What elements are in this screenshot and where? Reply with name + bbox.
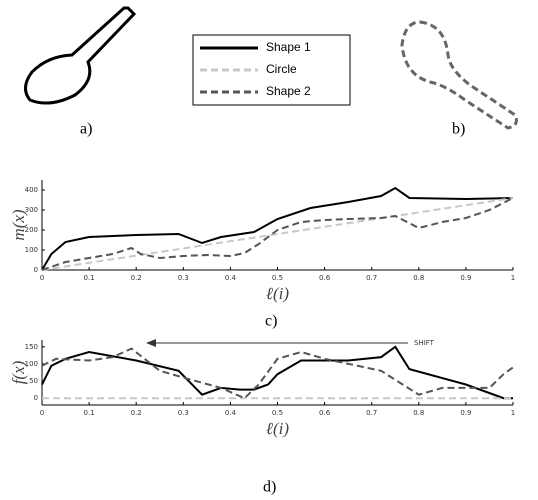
shape-b	[400, 20, 518, 130]
series-line	[41, 197, 514, 271]
x-tick-label: 0.4	[225, 274, 237, 282]
legend-label: Circle	[266, 62, 297, 76]
x-tick-label: 0.1	[84, 409, 95, 417]
panel-label: d)	[263, 479, 276, 496]
x-tick-label: 0.2	[131, 274, 142, 282]
y-tick-label: 400	[25, 186, 38, 194]
x-axis-label: ℓ(i)	[266, 419, 289, 438]
x-tick-label: 0.8	[413, 274, 424, 282]
y-tick-label: 0	[34, 394, 38, 402]
legend-label: Shape 2	[266, 84, 311, 98]
y-axis-label: m(x)	[9, 209, 28, 240]
series-line	[41, 197, 514, 271]
x-tick-label: 0.5	[272, 274, 283, 282]
y-axis-label: f(x)	[9, 360, 28, 384]
y-tick-label: 0	[34, 266, 38, 274]
series-line	[41, 347, 514, 400]
x-tick-label: 0.3	[178, 274, 189, 282]
x-tick-label: 1	[511, 409, 515, 417]
x-tick-label: 1	[511, 274, 515, 282]
panel-label: c)	[265, 313, 277, 330]
panel-label: a)	[80, 121, 92, 138]
x-tick-label: 0.2	[131, 409, 142, 417]
x-tick-label: 0.9	[460, 274, 471, 282]
x-tick-label: 0.5	[272, 409, 283, 417]
x-tick-label: 0.6	[319, 409, 331, 417]
shape-a	[24, 6, 137, 105]
x-tick-label: 0.9	[460, 409, 471, 417]
legend-label: Shape 1	[266, 40, 311, 54]
x-tick-label: 0.3	[178, 409, 189, 417]
x-tick-label: 0.8	[413, 409, 424, 417]
y-tick-label: 150	[25, 343, 38, 351]
y-tick-label: 50	[29, 377, 38, 385]
shift-arrowhead	[146, 339, 156, 347]
x-tick-label: 0.4	[225, 409, 237, 417]
y-tick-label: 300	[25, 206, 38, 214]
y-tick-label: 100	[25, 360, 38, 368]
x-tick-label: 0.6	[319, 274, 331, 282]
series-line	[41, 345, 513, 400]
x-tick-label: 0	[40, 409, 44, 417]
x-axis-label: ℓ(i)	[266, 284, 289, 303]
series-line	[41, 186, 514, 271]
x-tick-label: 0.7	[366, 274, 377, 282]
panel-label: b)	[452, 121, 465, 138]
y-tick-label: 200	[25, 226, 38, 234]
x-tick-label: 0.1	[84, 274, 95, 282]
x-tick-label: 0	[40, 274, 44, 282]
y-tick-label: 100	[25, 246, 38, 254]
annotation: SHIFT	[414, 339, 435, 347]
x-tick-label: 0.7	[366, 409, 377, 417]
